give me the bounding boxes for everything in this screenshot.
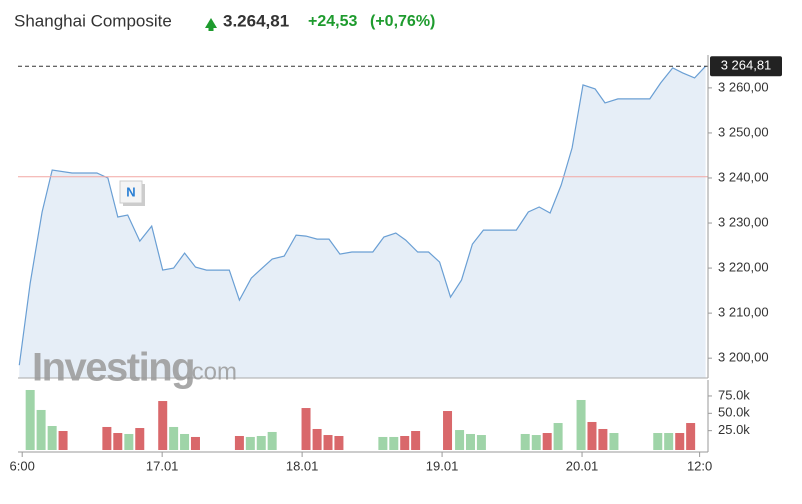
change: +24,53 xyxy=(308,13,357,30)
x-tick-label: 19.01 xyxy=(426,458,459,473)
price-line xyxy=(18,65,707,366)
price-area xyxy=(19,66,706,378)
news-marker xyxy=(119,180,143,204)
x-tick-label: 12:0 xyxy=(687,458,712,473)
volume-bar xyxy=(553,423,563,450)
volume-bar xyxy=(455,430,465,450)
x-tick-label: 17.01 xyxy=(146,458,179,473)
up-arrow xyxy=(205,18,217,31)
price: 3.264,81 xyxy=(223,11,289,30)
volume-bar xyxy=(653,433,663,450)
volume-bar xyxy=(334,435,344,450)
x-tick-label: 18.01 xyxy=(286,458,319,473)
volume-bar xyxy=(389,436,399,450)
volume-bar xyxy=(190,436,200,450)
volume-bar xyxy=(587,421,597,450)
x-tick-label: 6:00 xyxy=(10,458,35,473)
volume-bar xyxy=(180,433,190,450)
volume-bar xyxy=(113,433,123,450)
change-percent: (+0,76%) xyxy=(370,13,435,30)
volume-bar xyxy=(102,426,112,450)
y-tick-label: 75.0k xyxy=(718,387,750,402)
volume-bar xyxy=(25,389,35,450)
volume-bar xyxy=(411,431,421,450)
y-tick-label: 3 230,00 xyxy=(718,214,769,229)
y-tick-label: 3 220,00 xyxy=(718,260,769,275)
volume-bar xyxy=(256,435,266,450)
volume-bar xyxy=(58,431,68,450)
last-price-box xyxy=(710,56,782,77)
watermark-brand: Investing xyxy=(32,346,194,390)
volume-bar xyxy=(542,433,552,450)
volume-bar xyxy=(267,431,277,450)
volume-bar xyxy=(520,433,530,450)
last-price-label: 3 264,81 xyxy=(721,58,772,73)
volume-bar xyxy=(234,435,244,450)
volume-bar xyxy=(531,435,541,450)
volume-bar xyxy=(36,409,46,450)
plot: 3 200,00 3 210,00 3 220,00 3 230,00 3 240,00… xyxy=(10,55,782,473)
y-tick-label: 3 250,00 xyxy=(718,124,769,139)
news-marker-label: N xyxy=(126,184,135,199)
volume-bar xyxy=(135,428,145,450)
volume-bar xyxy=(476,435,486,450)
instrument-name: Shanghai Composite xyxy=(14,11,172,30)
volume-bar xyxy=(169,426,179,450)
volume-bar xyxy=(323,435,333,450)
volume-bar xyxy=(301,408,311,450)
volume-bar xyxy=(312,428,322,450)
y-tick-label: 3 260,00 xyxy=(718,79,769,94)
volume-bar xyxy=(576,399,586,450)
volume-bar xyxy=(378,436,388,450)
watermark-suffix: .com xyxy=(185,358,237,385)
volume-bar xyxy=(443,411,453,450)
volume-bar xyxy=(664,433,674,450)
y-tick-label: 3 240,00 xyxy=(718,169,769,184)
x-tick-label: 20.01 xyxy=(566,458,599,473)
y-tick-label: 3 210,00 xyxy=(718,305,769,320)
volume-bar xyxy=(158,401,168,450)
volume-bar xyxy=(686,423,696,450)
volume-bar xyxy=(465,433,475,450)
y-tick-label: 25.0k xyxy=(718,422,750,437)
y-tick-label: 3 200,00 xyxy=(718,350,769,365)
volume-bar xyxy=(400,435,410,450)
volume-bar xyxy=(47,426,57,450)
volume-bar xyxy=(598,428,608,450)
volume-bar xyxy=(124,433,134,450)
volume-bar xyxy=(675,433,685,450)
y-tick-label: 50.0k xyxy=(718,405,750,420)
volume-bar xyxy=(245,436,255,450)
volume-bar xyxy=(609,433,619,450)
